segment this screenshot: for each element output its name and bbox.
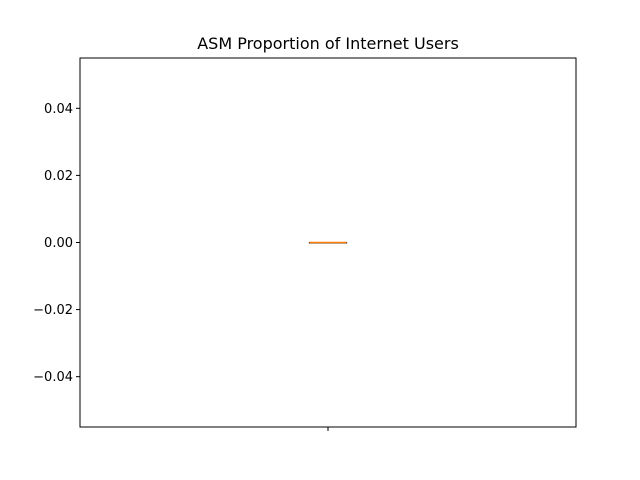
y-axis: 0.04 0.02 0.00 −0.02 −0.04 bbox=[33, 102, 80, 385]
y-tick-label: −0.02 bbox=[33, 303, 73, 318]
plot-area-frame bbox=[79, 57, 577, 428]
y-tick-label: 0.04 bbox=[44, 102, 73, 117]
y-tick-label: −0.04 bbox=[33, 370, 73, 385]
y-tick-label: 0.00 bbox=[44, 236, 73, 251]
plot-marks bbox=[308, 241, 348, 244]
chart-title: ASM Proportion of Internet Users bbox=[197, 34, 459, 53]
y-tick-label: 0.02 bbox=[44, 169, 73, 184]
